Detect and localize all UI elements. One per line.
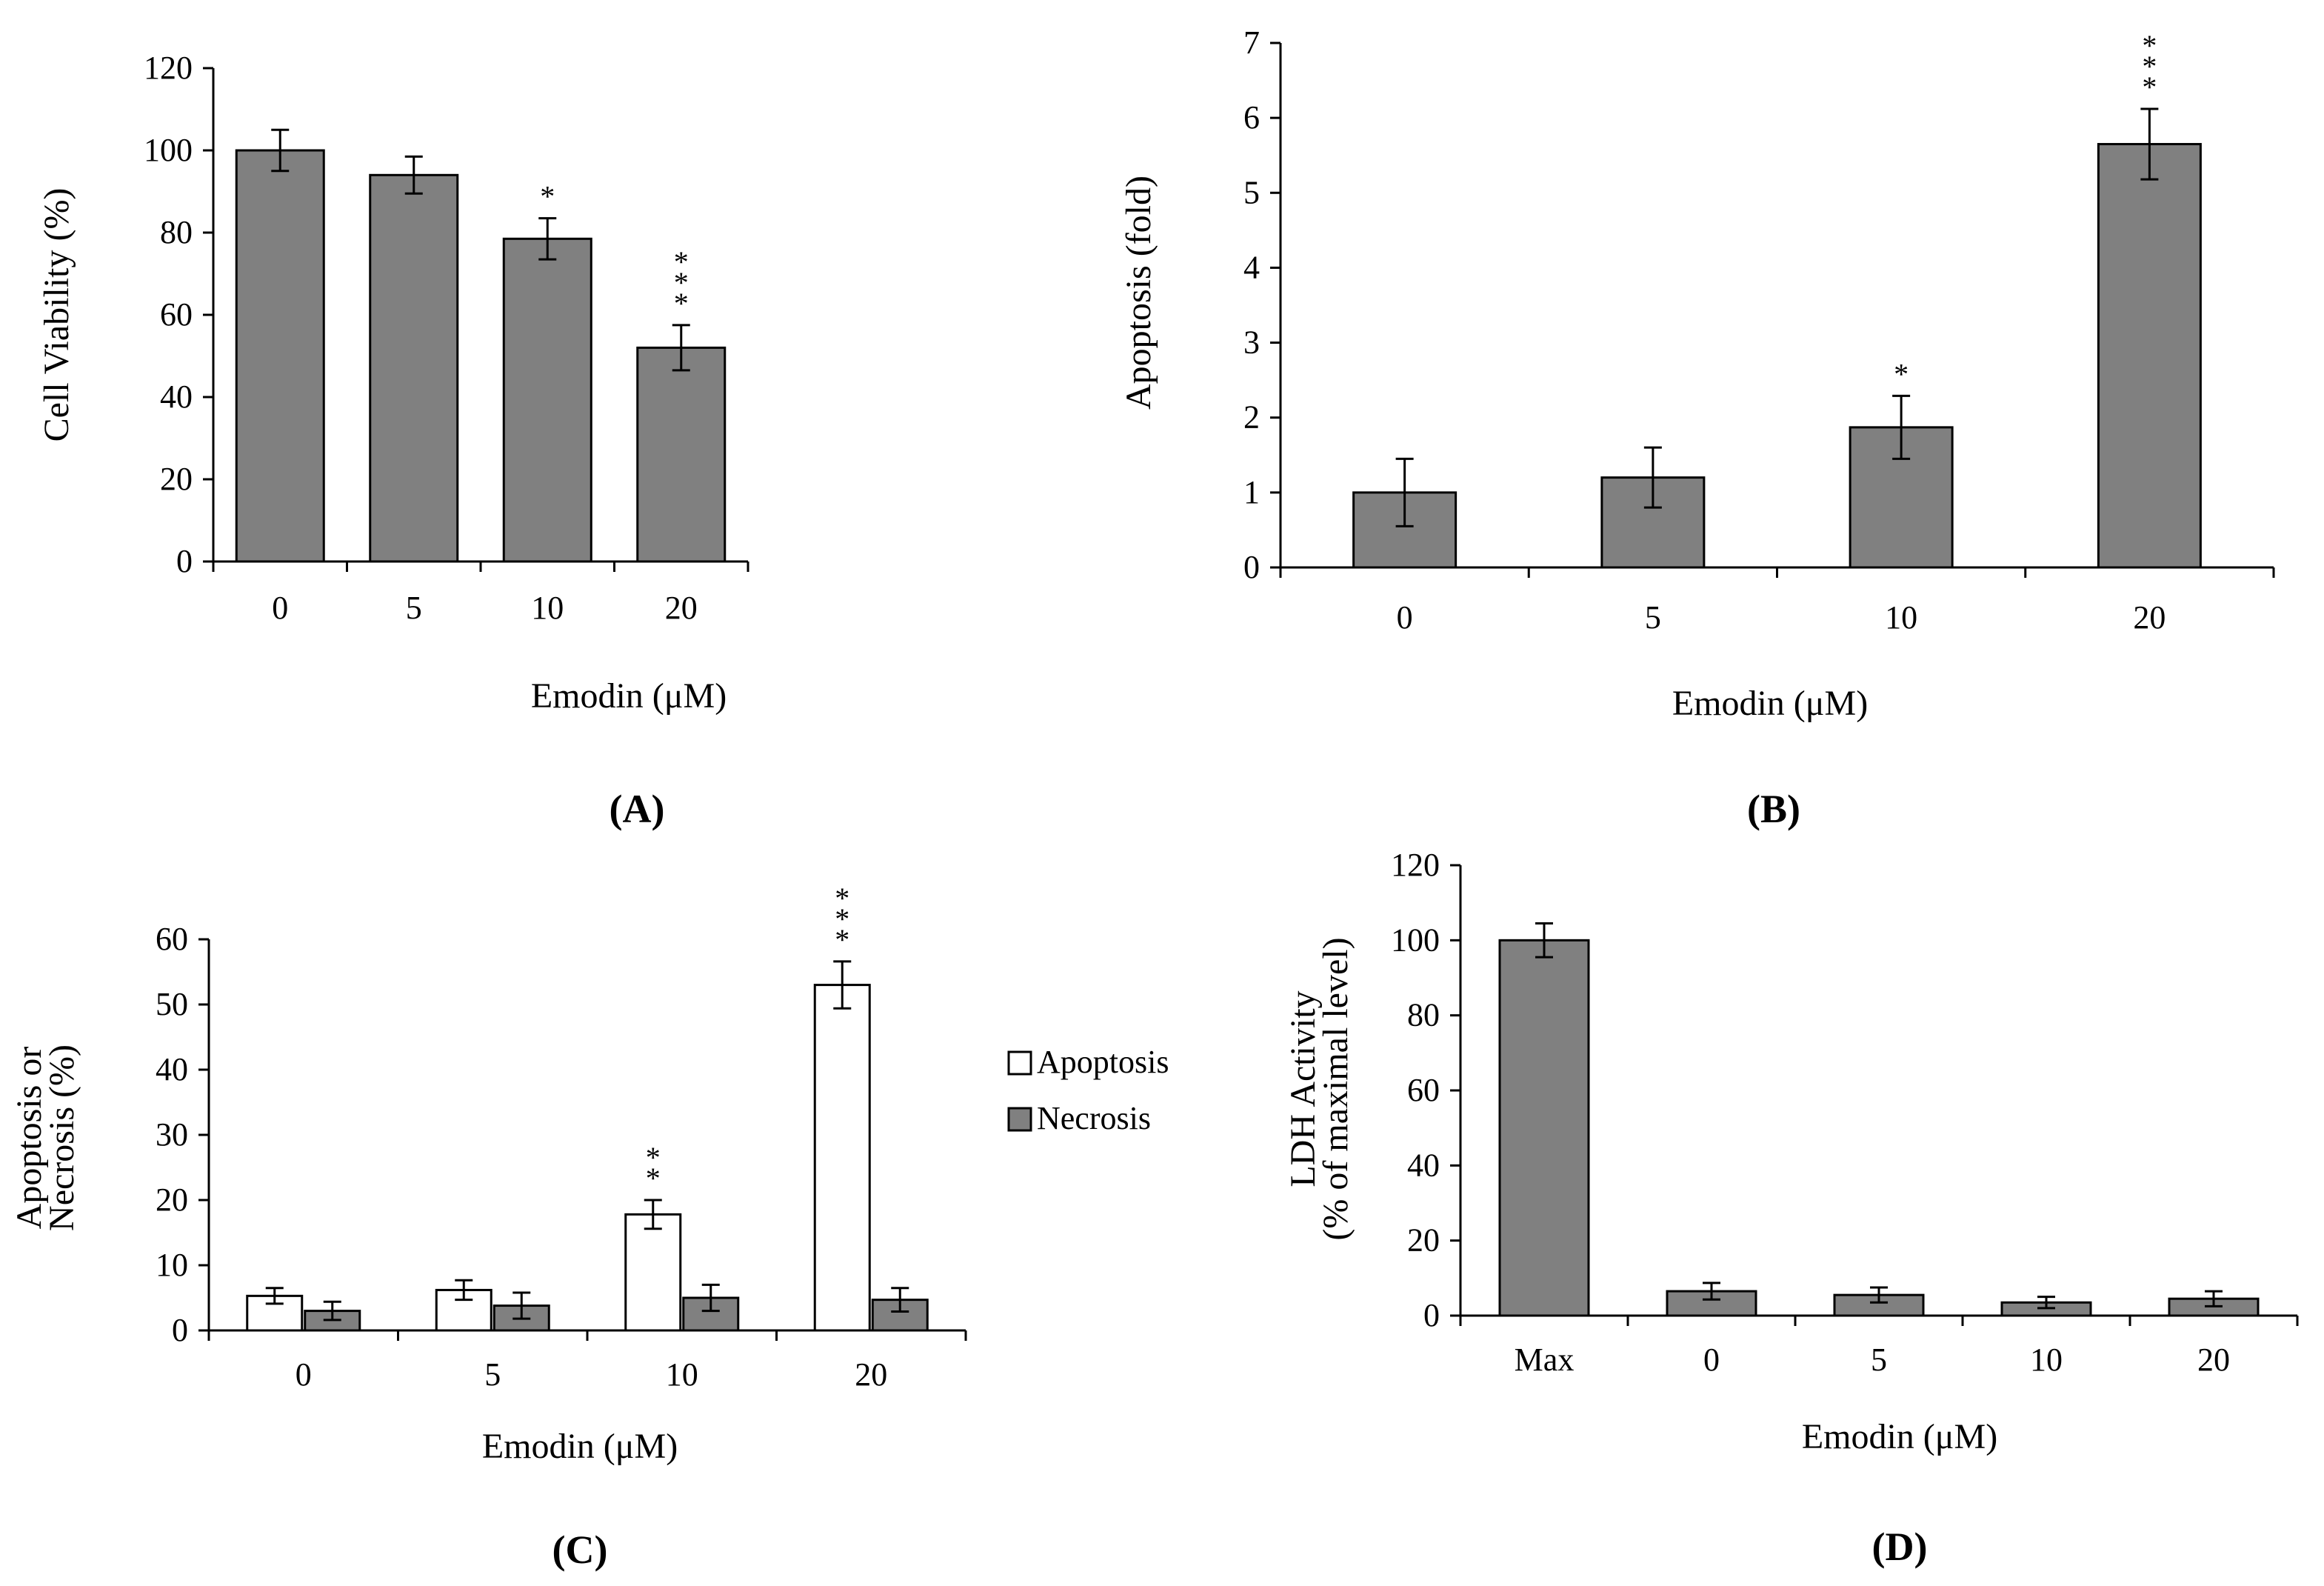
panel-d-y-tick-label: 20 (1407, 1222, 1440, 1259)
panel-d-y-tick-label: 0 (1423, 1297, 1440, 1333)
panel-d-y-axis-title: (% of maximal level) (1316, 937, 1355, 1240)
panel-b-y-tick-label: 3 (1243, 324, 1260, 361)
panel-a-label: (A) (610, 787, 665, 831)
panel-a-bar (502, 237, 592, 563)
panel-d-bar (1498, 939, 1590, 1317)
panel-c-x-tick-label: 0 (295, 1356, 312, 1393)
panel-c-x-tick-label: 5 (484, 1356, 501, 1393)
panel-a-bar (235, 149, 325, 563)
panel-b-bar (2097, 143, 2202, 569)
panel-c-y-tick-label: 0 (172, 1312, 188, 1348)
panel-d-y-tick-label: 60 (1407, 1072, 1440, 1108)
panel-c-bar (624, 1213, 682, 1332)
panel-c-significance-star: * (646, 1162, 661, 1195)
panel-c-legend-swatch (1007, 1050, 1032, 1076)
panel-d-x-tick-label: Max (1515, 1342, 1575, 1378)
panel-a-x-tick-label: 20 (665, 590, 698, 626)
panel-b-y-tick-label: 5 (1243, 174, 1260, 210)
panel-b-label: (B) (1747, 787, 1800, 831)
panel-a-significance-star: * (674, 266, 689, 299)
panel-d-y-tick-label: 80 (1407, 997, 1440, 1033)
panel-b-x-tick-label: 20 (2133, 599, 2166, 636)
panel-c-label: (C) (552, 1527, 608, 1572)
panel-a-x-tick-label: 10 (531, 590, 564, 626)
panel-c-y-tick-label: 20 (156, 1182, 188, 1218)
panel-a-y-tick-label: 120 (144, 50, 193, 86)
panel-d-y-tick-label: 120 (1391, 847, 1440, 883)
panel-b-x-tick-label: 5 (1645, 599, 1661, 636)
panel-a-significance-star: * (540, 180, 555, 213)
panel-a-x-tick-label: 5 (406, 590, 422, 626)
panel-a-significance-star: * (674, 245, 689, 279)
panel-c-y-tick-label: 60 (156, 921, 188, 957)
panel-b-y-axis-title: Apoptosis (fold) (1119, 176, 1158, 410)
panel-d-x-tick-label: 10 (2030, 1342, 2063, 1378)
panel-d-y-tick-label: 40 (1407, 1147, 1440, 1183)
panel-c-x-tick-label: 10 (666, 1356, 698, 1393)
panel-d-label: (D) (1872, 1525, 1928, 1569)
panel-b-significance-star: * (2142, 50, 2157, 83)
panel-c-x-tick-label: 20 (855, 1356, 887, 1393)
panel-b-significance-star: * (1894, 357, 1909, 390)
panel-b-y-tick-label: 0 (1243, 549, 1260, 585)
panel-b-x-tick-label: 0 (1397, 599, 1413, 636)
panel-d-x-tick-label: 20 (2197, 1342, 2230, 1378)
panel-d-x-tick-label: 0 (1703, 1342, 1720, 1378)
panel-b-x-tick-label: 10 (1885, 599, 1917, 636)
panel-a-y-tick-label: 20 (160, 461, 193, 497)
panel-d-x-axis-title: Emodin (μM) (1802, 1417, 1997, 1456)
panel-d-y-tick-label: 100 (1391, 922, 1440, 958)
panel-a-y-axis-title: Cell Viability (%) (37, 188, 76, 442)
panel-c-y-tick-label: 10 (156, 1247, 188, 1283)
panel-c-y-tick-label: 40 (156, 1051, 188, 1087)
panel-c-significance-star: * (835, 902, 849, 936)
panel-a-x-axis-title: Emodin (μM) (531, 676, 727, 716)
panel-c-x-axis-title: Emodin (μM) (482, 1427, 678, 1466)
panel-c-significance-star: * (835, 923, 849, 956)
panel-b-y-tick-label: 2 (1243, 399, 1260, 436)
panel-a-significance-star: * (674, 287, 689, 320)
panel-c-y-tick-label: 30 (156, 1116, 188, 1153)
panel-d-x-tick-label: 5 (1871, 1342, 1887, 1378)
panel-c-significance-star: * (835, 882, 849, 915)
panel-a-y-tick-label: 60 (160, 296, 193, 333)
panel-a-bar (369, 173, 459, 563)
panel-c-bar (813, 984, 871, 1332)
panel-a-y-tick-label: 100 (144, 132, 193, 168)
panel-d-chart: 0 20 40 60 80 100 120 Max 0 5 10 20 LDH Activity(% o… (1283, 847, 2299, 1569)
panel-b-y-tick-label: 7 (1243, 24, 1260, 61)
panel-c-significance-star: * (646, 1141, 661, 1174)
panel-c-y-tick-label: 50 (156, 986, 188, 1022)
panel-c-y-axis-title: Apoptosis or (10, 1047, 49, 1230)
panel-b-y-tick-label: 4 (1243, 249, 1260, 285)
panel-c-y-axis-title: Necrosis (%) (42, 1044, 81, 1231)
panel-a-bar (636, 346, 727, 563)
panel-b-significance-star: * (2142, 29, 2157, 62)
panel-c-legend-swatch (1007, 1107, 1032, 1132)
panel-c-legend-label: Necrosis (1037, 1100, 1151, 1136)
panel-a-y-tick-label: 80 (160, 214, 193, 250)
panel-c-bar (871, 1299, 929, 1332)
panel-a-y-tick-label: 0 (176, 543, 193, 579)
panel-b-y-tick-label: 1 (1243, 474, 1260, 510)
panel-c-legend-label: Apoptosis (1037, 1044, 1169, 1080)
panel-a-y-tick-label: 40 (160, 379, 193, 415)
panel-b-x-axis-title: Emodin (μM) (1672, 684, 1868, 723)
panel-b-significance-star: * (2142, 70, 2157, 104)
panel-a-x-tick-label: 0 (272, 590, 288, 626)
panel-b-y-tick-label: 6 (1243, 99, 1260, 136)
panel-d-y-axis-title: LDH Activity (1283, 990, 1323, 1187)
